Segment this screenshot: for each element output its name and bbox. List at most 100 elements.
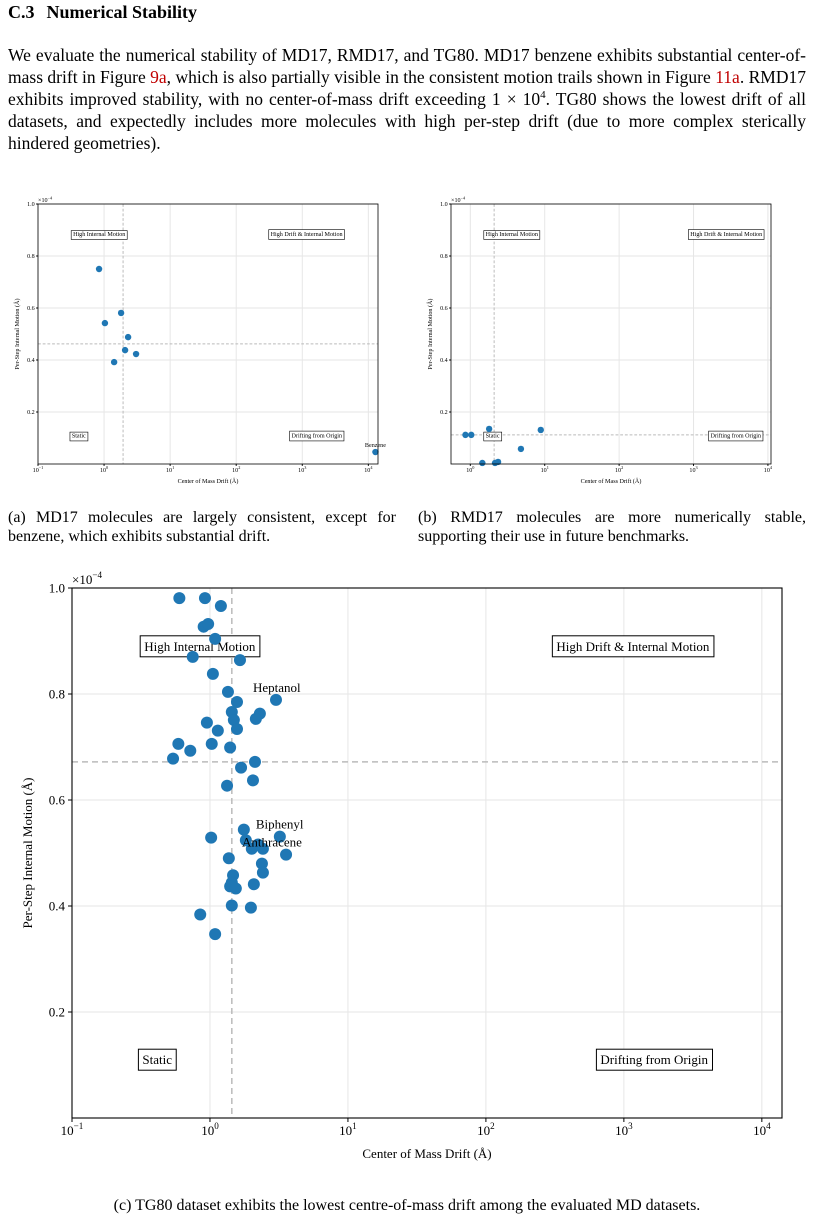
quadrant-label: Drifting from Origin xyxy=(711,433,762,440)
paragraph: We evaluate the numerical stability of M… xyxy=(8,44,806,154)
quadrant-label: Static xyxy=(72,434,86,440)
data-point xyxy=(214,600,227,613)
data-point xyxy=(255,857,268,870)
x-tick-label: 10−1 xyxy=(33,465,44,474)
tick-base: 10 xyxy=(201,1123,214,1138)
data-point xyxy=(256,866,269,879)
axis-offset: ×10−4 xyxy=(72,570,102,587)
y-tick-label: 0.2 xyxy=(49,1005,65,1020)
tick-exponent: 4 xyxy=(770,465,773,470)
tick-exponent: 1 xyxy=(352,1121,357,1131)
tick-exponent: −1 xyxy=(39,465,44,470)
quadrant-box xyxy=(551,635,715,658)
data-point xyxy=(479,459,486,467)
figure-link[interactable]: 11a xyxy=(715,67,740,87)
tick-exponent: 0 xyxy=(214,1121,219,1131)
data-point xyxy=(121,346,129,354)
quadrant-box xyxy=(595,1048,713,1071)
quadrant-label: High Internal Motion xyxy=(144,639,256,654)
tick-exponent: 4 xyxy=(370,465,373,470)
offset-exponent: −4 xyxy=(461,195,466,200)
tick-exponent: 4 xyxy=(766,1121,771,1131)
tick-base: 10 xyxy=(33,468,39,474)
section-number: C.3 xyxy=(8,2,35,22)
quadrant-box xyxy=(139,635,261,658)
data-point xyxy=(230,722,243,735)
x-axis-title: Center of Mass Drift (Å) xyxy=(581,477,642,485)
x-tick-label: 104 xyxy=(364,465,373,474)
y-tick-label: 0.2 xyxy=(440,410,448,416)
data-point xyxy=(194,908,207,921)
caption: (a) MD17 molecules are largely consisten… xyxy=(8,509,396,545)
axes-frame xyxy=(450,203,772,465)
x-tick-label: 100 xyxy=(100,465,108,474)
offset-base: ×10 xyxy=(451,198,461,204)
tick-base: 10 xyxy=(764,468,770,474)
x-tick-label: 101 xyxy=(166,465,174,474)
tick-base: 10 xyxy=(232,468,238,474)
quadrant-box xyxy=(70,230,128,240)
text: . TG80 shows the lowest drift of all dat… xyxy=(8,89,807,153)
tick-base: 10 xyxy=(753,1123,766,1138)
data-point xyxy=(517,445,525,453)
data-point xyxy=(211,724,224,737)
y-tick-label: 1.0 xyxy=(440,202,448,208)
tick-exponent: 1 xyxy=(172,465,174,470)
data-point xyxy=(117,309,125,317)
data-point xyxy=(230,695,243,708)
y-tick-label: 0.2 xyxy=(27,410,35,416)
y-tick-label: 0.8 xyxy=(49,687,65,702)
chart: 10−11001011021031040.20.40.60.81.0×10−4H… xyxy=(13,195,386,485)
caption: (b) RMD17 molecules are more numerically… xyxy=(418,509,806,545)
data-point xyxy=(247,878,260,891)
data-point xyxy=(468,431,475,439)
quadrant-label: High Drift & Internal Motion xyxy=(690,231,762,238)
data-point xyxy=(227,713,240,726)
data-point xyxy=(225,899,238,912)
quadrant-box xyxy=(69,431,89,442)
tick-base: 10 xyxy=(615,468,621,474)
x-tick-label: 103 xyxy=(689,465,697,474)
data-point xyxy=(209,632,222,645)
tick-base: 10 xyxy=(477,1123,490,1138)
quadrant-label: Drifting from Origin xyxy=(600,1052,708,1067)
annotation: Anthracene xyxy=(242,835,302,850)
data-point xyxy=(494,458,502,466)
text: . RMD17 exhibits improved stability, wit… xyxy=(8,67,806,109)
y-tick-label: 1.0 xyxy=(27,202,35,208)
x-axis-title: Center of Mass Drift (Å) xyxy=(178,477,239,485)
data-point xyxy=(372,448,379,456)
figure-link[interactable]: 9a xyxy=(150,67,167,87)
y-tick-label: 0.6 xyxy=(49,793,66,808)
data-point xyxy=(202,618,215,631)
data-point xyxy=(256,842,269,855)
x-tick-label: 101 xyxy=(541,465,549,474)
x-tick-label: 100 xyxy=(201,1121,219,1138)
y-tick-label: 0.6 xyxy=(27,306,35,312)
y-tick-label: 0.4 xyxy=(49,899,66,914)
offset-base: ×10 xyxy=(38,198,48,204)
axes-frame xyxy=(37,203,379,465)
chart: 1001011021031040.20.40.60.81.0×10−4High … xyxy=(426,195,773,485)
axis-offset: ×10−4 xyxy=(451,195,466,204)
data-point xyxy=(462,431,469,439)
x-tick-label: 101 xyxy=(339,1121,357,1138)
data-point xyxy=(206,667,219,680)
offset-exponent: −4 xyxy=(48,195,53,200)
annotation: Benzene xyxy=(365,443,386,449)
data-point xyxy=(200,716,213,729)
data-point xyxy=(124,333,132,341)
x-tick-label: 102 xyxy=(477,1121,495,1138)
tick-exponent: 2 xyxy=(238,465,240,470)
tick-exponent: 1 xyxy=(547,465,549,470)
x-tick-label: 103 xyxy=(615,1121,633,1138)
tick-exponent: 2 xyxy=(490,1121,495,1131)
tick-base: 10 xyxy=(298,468,304,474)
data-point xyxy=(221,779,234,792)
x-tick-label: 104 xyxy=(764,465,773,474)
quadrant-label: High Drift & Internal Motion xyxy=(271,231,343,238)
y-axis-title: Per-Step Internal Motion (Å) xyxy=(20,777,35,928)
tick-exponent: 3 xyxy=(696,465,698,470)
